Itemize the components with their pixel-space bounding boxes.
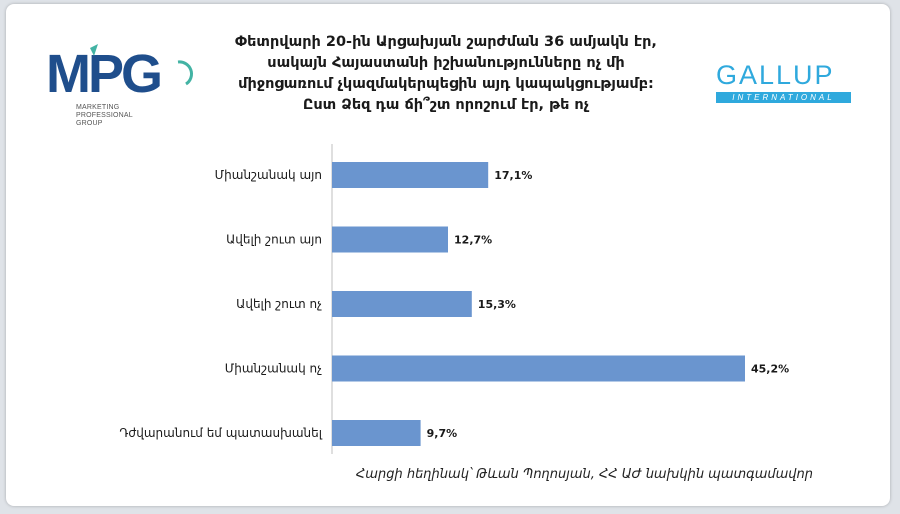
mpg-logo: MPG MARKETING PROFESSIONAL GROUP [46,40,196,140]
value-label: 45,2% [751,363,789,376]
bar [332,162,489,188]
bar [332,226,448,253]
category-label: Միանշանակ այո [215,168,322,182]
category-label: Ավելի շուտ ոչ [236,297,322,311]
slide: MPG MARKETING PROFESSIONAL GROUP Փետրվար… [6,4,890,506]
category-label: Միանշանակ ոչ [225,362,322,376]
bar-chart: Միանշանակ այո 17,1% Ավելի շուտ այո 12,7% Ավե… [119,144,789,454]
footer-note: Հարցի հեղինակ՝ Թևան Պողոսյան, ՀՀ ԱԺ նախկ… [356,467,814,482]
title-line: միջոցառում չկազմակերպեցին այդ կապակցությ… [238,76,654,92]
title-line: սակայն Հայաստանի իշխանությունները ոչ մի [267,55,625,71]
mpg-subtitle-line: PROFESSIONAL [76,112,133,119]
mpg-mark-icon: MPG [46,44,193,104]
title-line: Փետրվարի 20-ին Արցախյան շարժման 36 ամյակ… [235,34,657,50]
value-label: 15,3% [478,298,516,311]
mpg-subtitle-line: MARKETING [76,104,120,111]
value-label: 9,7% [427,427,458,440]
title-line: Ըստ Ձեզ դա ճի՞շտ որոշում էր, թե ոչ [302,97,590,113]
category-label: Դժվարանում եմ պատասխանել [119,426,322,440]
mpg-subtitle: MARKETING PROFESSIONAL GROUP [76,104,133,128]
svg-text:MPG: MPG [46,44,160,104]
gallup-wordmark: GALLUP [716,60,835,90]
bar [332,291,472,317]
chart-title: Փետրվարի 20-ին Արցախյան շարժման 36 ամյակ… [196,32,696,116]
value-label: 12,7% [454,234,492,247]
bar [332,355,745,382]
bar [332,420,421,446]
mpg-subtitle-line: GROUP [76,120,103,127]
category-label: Ավելի շուտ այո [226,233,322,247]
value-label: 17,1% [494,169,532,182]
gallup-logo: GALLUP INTERNATIONAL [716,60,851,103]
gallup-subtitle: INTERNATIONAL [716,92,851,103]
